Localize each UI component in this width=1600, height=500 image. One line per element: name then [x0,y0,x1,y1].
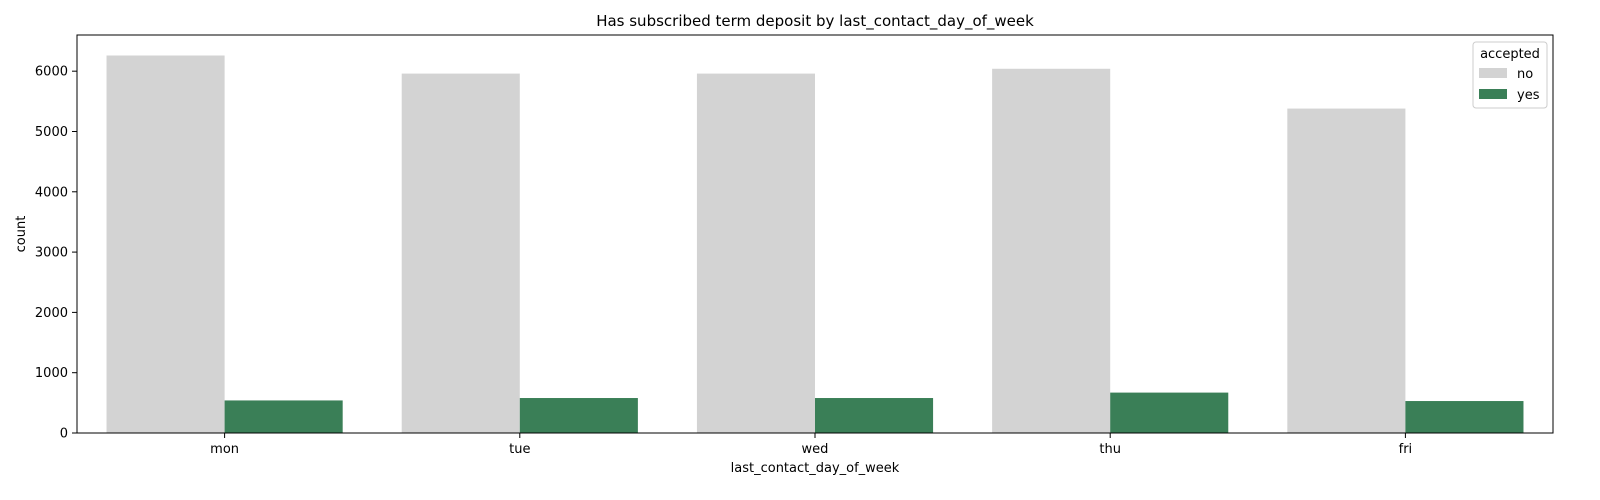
x-tick-label-thu: thu [1099,442,1121,457]
y-tick-label: 3000 [35,246,68,261]
y-tick-label: 0 [60,427,68,442]
bar-no-fri [1287,108,1406,433]
bar-yes-wed [815,398,934,433]
bar-no-mon [106,55,225,434]
x-tick-label-wed: wed [802,442,829,457]
bar-yes-thu [1110,392,1229,433]
y-tick-label: 1000 [35,366,68,381]
bar-yes-fri [1405,401,1524,433]
y-tick-label: 2000 [35,306,68,321]
bar-no-tue [401,73,520,434]
y-axis-label: count [14,216,29,253]
bar-no-thu [992,68,1111,433]
y-tick-label: 5000 [35,125,68,140]
y-tick-label: 4000 [35,185,68,200]
legend-swatch-yes [1479,89,1507,99]
bar-yes-tue [519,398,638,433]
legend-swatch-no [1479,68,1507,78]
x-tick-label-mon: mon [210,442,239,457]
x-axis-label: last_contact_day_of_week [731,461,900,476]
y-axis: 0 1000 2000 3000 4000 5000 6000 [35,65,77,442]
legend-label-yes: yes [1517,88,1540,103]
x-tick-label-tue: tue [509,442,530,457]
legend-title: accepted [1480,47,1540,62]
y-tick-label: 6000 [35,65,68,80]
x-tick-label-fri: fri [1399,442,1413,457]
plot-frame [76,34,1554,434]
legend-label-no: no [1517,67,1533,82]
bar-yes-mon [224,400,343,433]
bar-no-wed [696,73,815,434]
legend: accepted no yes [1472,41,1548,109]
x-axis: mon tue wed thu fri [210,433,1412,457]
chart-title: Has subscribed term deposit by last_cont… [596,12,1034,31]
bars-group [106,55,1524,434]
